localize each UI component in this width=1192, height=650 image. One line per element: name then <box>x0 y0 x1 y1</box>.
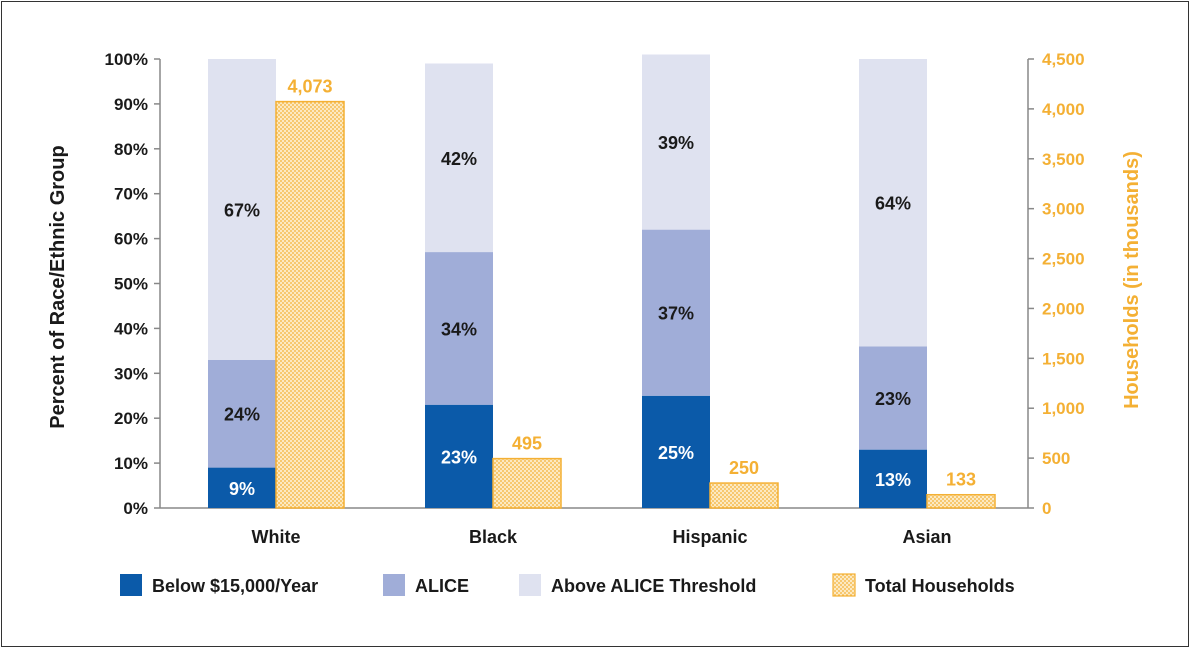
y2-tick-label: 4,000 <box>1042 100 1085 119</box>
segment-data-label: 13% <box>875 470 911 490</box>
y2-tick-label: 1,000 <box>1042 399 1085 418</box>
y-axis-title: Percent of Race/Ethnic Group <box>47 145 69 428</box>
bars-group <box>208 55 995 508</box>
y-tick-label: 50% <box>114 275 148 294</box>
x-tick-label: Asian <box>902 527 951 547</box>
segment-data-label: 42% <box>441 149 477 169</box>
segment-data-label: 24% <box>224 405 260 425</box>
y2-tick-label: 3,000 <box>1042 200 1085 219</box>
legend: Below $15,000/Year ALICE Above ALICE Thres… <box>120 574 1015 596</box>
segment-data-label: 23% <box>875 389 911 409</box>
x-tick-label: White <box>252 527 301 547</box>
total-data-label: 495 <box>512 434 542 454</box>
segment-data-label: 64% <box>875 194 911 214</box>
y2-tick-label: 2,500 <box>1042 250 1085 269</box>
y-tick-label: 70% <box>114 185 148 204</box>
segment-data-label: 23% <box>441 447 477 467</box>
segment-data-label: 9% <box>229 479 255 499</box>
y-tick-label: 0% <box>123 499 148 518</box>
y2-tick-label: 3,500 <box>1042 150 1085 169</box>
legend-label: Below $15,000/Year <box>152 576 318 596</box>
total-households-bar <box>276 102 344 508</box>
y2-axis-title: Households (in thousands) <box>1121 151 1143 409</box>
total-households-bar <box>927 495 995 508</box>
legend-label: Total Households <box>865 576 1015 596</box>
legend-swatch <box>383 574 405 596</box>
total-data-label: 250 <box>729 458 759 478</box>
legend-label: Above ALICE Threshold <box>551 576 756 596</box>
legend-swatch <box>833 574 855 596</box>
legend-swatch <box>120 574 142 596</box>
x-tick-label: Black <box>469 527 518 547</box>
y-tick-label: 20% <box>114 409 148 428</box>
x-tick-label: Hispanic <box>672 527 747 547</box>
y2-tick-label: 4,500 <box>1042 50 1085 69</box>
segment-data-label: 39% <box>658 133 694 153</box>
total-data-label: 133 <box>946 470 976 490</box>
y2-tick-label: 0 <box>1042 499 1051 518</box>
segment-data-label: 37% <box>658 304 694 324</box>
y-tick-label: 30% <box>114 364 148 383</box>
segment-data-label: 67% <box>224 200 260 220</box>
y2-tick-label: 500 <box>1042 449 1070 468</box>
segment-data-label: 34% <box>441 319 477 339</box>
y-tick-label: 10% <box>114 454 148 473</box>
total-households-bar <box>710 483 778 508</box>
y2-tick-label: 1,500 <box>1042 349 1085 368</box>
total-data-label: 4,073 <box>287 77 332 97</box>
y-tick-label: 100% <box>105 50 148 69</box>
total-households-bar <box>493 459 561 508</box>
y2-tick-label: 2,000 <box>1042 299 1085 318</box>
y-tick-label: 90% <box>114 95 148 114</box>
y-tick-label: 40% <box>114 319 148 338</box>
y-tick-label: 60% <box>114 230 148 249</box>
legend-swatch <box>519 574 541 596</box>
legend-label: ALICE <box>415 576 469 596</box>
segment-data-label: 25% <box>658 443 694 463</box>
y-tick-label: 80% <box>114 140 148 159</box>
